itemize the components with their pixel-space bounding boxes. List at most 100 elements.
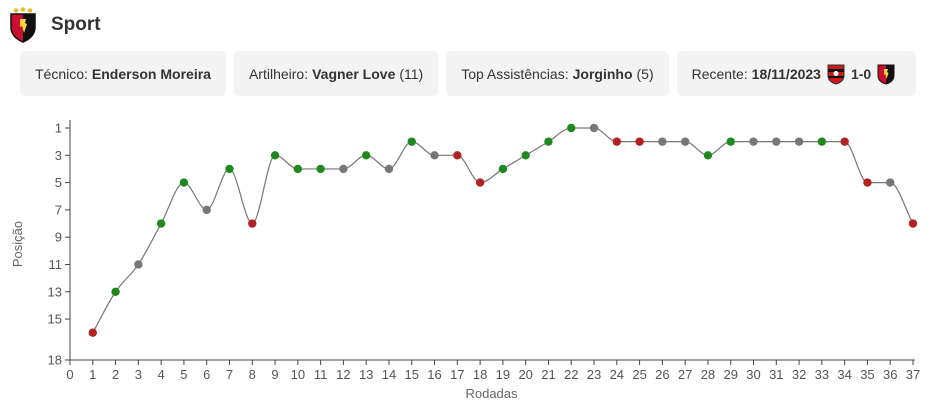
round-point [111, 287, 120, 296]
round-point [567, 123, 576, 133]
x-tick-label: 4 [158, 367, 165, 382]
x-tick-label: 20 [518, 367, 532, 382]
top-scorer-card: Artilheiro: Vagner Love (11) [233, 51, 439, 96]
round-point [908, 219, 918, 228]
vitoria-crest-icon [827, 64, 845, 85]
top-assists-count: (5) [636, 65, 654, 82]
round-point [658, 137, 667, 146]
x-tick-label: 33 [815, 367, 829, 382]
x-tick-label: 2 [112, 367, 119, 382]
round-point [475, 178, 485, 187]
x-tick-label: 14 [382, 367, 396, 382]
y-tick-label: 11 [49, 257, 63, 272]
x-tick-label: 5 [180, 367, 187, 382]
x-tick-label: 21 [541, 367, 555, 382]
x-tick-label: 6 [203, 367, 210, 382]
round-point [498, 164, 508, 174]
top-scorer-count: (11) [399, 65, 424, 82]
team-header: Sport [8, 6, 101, 44]
round-point [384, 164, 394, 174]
recent-match-card: Recente: 18/11/2023 1-0 [676, 51, 917, 96]
round-point [202, 205, 211, 215]
position-line [92, 127, 914, 333]
round-point [772, 137, 781, 146]
round-point [886, 178, 895, 187]
round-point [794, 137, 804, 146]
x-tick-label: 16 [427, 367, 441, 382]
x-axis-title: Rodadas [465, 386, 518, 401]
x-tick-label: 1 [89, 367, 96, 382]
round-point [680, 137, 690, 146]
sport-mini-crest-icon [877, 64, 895, 85]
round-point [316, 164, 325, 174]
round-point [817, 137, 827, 146]
x-tick-label: 13 [359, 367, 373, 382]
round-point [339, 164, 348, 174]
round-point [749, 137, 758, 146]
x-tick-label: 24 [610, 367, 624, 382]
y-tick-label: 7 [55, 202, 62, 217]
y-axis-title: Posição [10, 221, 25, 267]
x-tick-label: 25 [632, 367, 646, 382]
round-point [521, 151, 530, 160]
x-tick-label: 10 [291, 367, 305, 382]
x-tick-label: 28 [701, 367, 715, 382]
x-tick-label: 8 [249, 367, 256, 382]
round-point [453, 151, 462, 160]
top-scorer-label: Artilheiro: [248, 65, 309, 82]
team-name: Sport [51, 14, 101, 35]
round-point [225, 164, 234, 174]
round-point [544, 137, 553, 146]
y-tick-label: 5 [55, 175, 62, 190]
coach-value: Enderson Moreira [91, 65, 211, 82]
x-tick-label: 12 [336, 367, 350, 382]
recent-date: 18/11/2023 [751, 65, 821, 82]
round-point [726, 137, 735, 146]
y-tick-label: 3 [55, 148, 62, 163]
y-tick-label: 18 [48, 353, 62, 368]
y-tick-label: 15 [48, 312, 62, 327]
x-tick-label: 36 [883, 367, 897, 382]
top-scorer-value: Vagner Love [312, 65, 396, 82]
y-tick-label: 9 [55, 230, 62, 245]
round-point [840, 137, 849, 146]
x-tick-label: 17 [450, 367, 464, 382]
x-tick-label: 30 [746, 367, 760, 382]
x-tick-label: 15 [405, 367, 419, 382]
x-tick-label: 35 [860, 367, 874, 382]
y-tick-label: 1 [55, 121, 62, 136]
x-tick-label: 31 [769, 367, 783, 382]
round-point [88, 328, 97, 337]
x-tick-label: 27 [678, 367, 692, 382]
recent-label: Recente: [691, 65, 748, 82]
sport-crest-icon [10, 7, 36, 43]
round-point [863, 178, 872, 187]
round-point [179, 178, 189, 187]
top-assists-label: Top Assistências: [461, 65, 569, 82]
round-point [589, 123, 599, 133]
y-tick-label: 13 [48, 284, 62, 299]
x-tick-label: 18 [473, 367, 487, 382]
round-point [156, 219, 166, 228]
round-point [612, 137, 622, 146]
x-tick-label: 37 [906, 367, 920, 382]
recent-score: 1-0 [850, 65, 872, 82]
top-assists-value: Jorginho [572, 65, 633, 82]
x-tick-label: 34 [837, 367, 851, 382]
coach-label: Técnico: [35, 65, 88, 82]
round-point [703, 151, 713, 160]
round-point [407, 137, 416, 146]
x-tick-label: 11 [314, 367, 328, 382]
top-assists-card: Top Assistências: Jorginho (5) [446, 51, 669, 96]
round-point [293, 164, 303, 174]
x-tick-label: 26 [655, 367, 669, 382]
x-tick-label: 9 [271, 367, 278, 382]
info-cards: Técnico: Enderson Moreira Artilheiro: Va… [20, 51, 924, 96]
x-tick-label: 3 [135, 367, 142, 382]
round-point [248, 219, 257, 228]
round-point [635, 137, 644, 146]
x-tick-label: 0 [66, 367, 73, 382]
coach-card: Técnico: Enderson Moreira [20, 51, 226, 96]
round-point [430, 151, 439, 160]
round-point [361, 151, 371, 160]
